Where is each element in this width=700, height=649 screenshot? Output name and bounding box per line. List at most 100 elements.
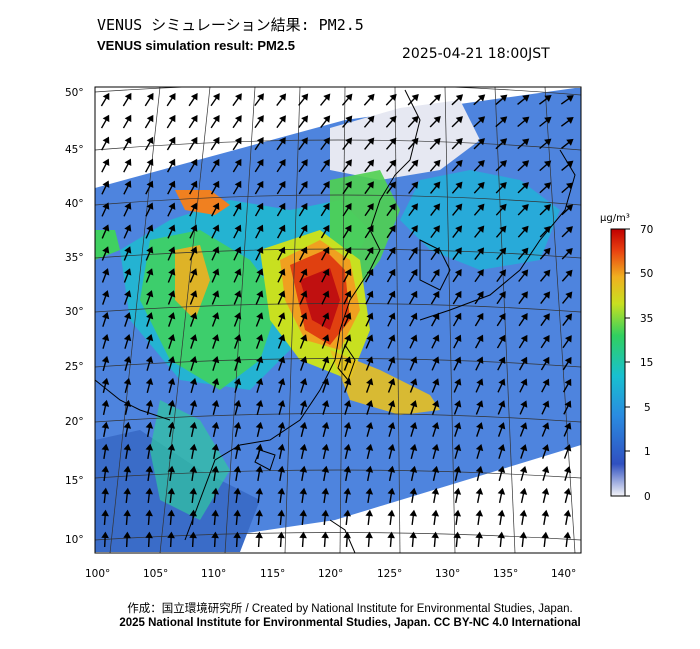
wind-arrowhead <box>321 443 330 451</box>
wind-arrowhead <box>189 399 198 407</box>
wind-arrowhead <box>168 180 176 189</box>
wind-arrowhead <box>255 487 264 495</box>
wind-arrowhead <box>322 356 330 364</box>
wind-arrowhead <box>432 290 440 299</box>
wind-arrowhead <box>409 443 418 451</box>
wind-arrowhead <box>300 334 308 342</box>
wind-arrowhead <box>365 531 373 539</box>
wind-arrowhead <box>278 334 286 342</box>
wind-arrowhead <box>475 465 484 473</box>
wind-arrowhead <box>168 158 176 167</box>
wind-arrowhead <box>234 224 242 232</box>
wind-arrowhead <box>521 269 529 277</box>
wind-arrowhead <box>344 378 352 386</box>
wind-arrowhead <box>497 487 506 495</box>
wind-arrowhead <box>124 246 132 254</box>
wind-arrowhead <box>101 333 110 342</box>
wind-arrowhead <box>409 421 418 430</box>
wind-arrowhead <box>365 400 374 408</box>
wind-arrowhead <box>102 246 110 254</box>
wind-arrowhead <box>411 137 419 146</box>
wind-arrowhead <box>189 531 197 539</box>
wind-arrowhead <box>564 356 572 365</box>
wind-arrowhead <box>190 93 198 101</box>
wind-arrowhead <box>563 466 572 474</box>
wind-arrowhead <box>455 159 463 168</box>
wind-arrowhead <box>146 246 154 254</box>
lon-label: 105° <box>143 568 168 580</box>
wind-arrowhead <box>431 465 440 473</box>
wind-arrowhead <box>564 400 572 408</box>
wind-arrowhead <box>189 465 198 473</box>
wind-arrowhead <box>257 115 264 123</box>
wind-arrowhead <box>277 487 286 495</box>
wind-arrowhead <box>366 290 374 298</box>
wind-arrowhead <box>497 444 506 452</box>
wind-arrowhead <box>145 355 154 364</box>
wind-arrowhead <box>388 356 396 364</box>
wind-arrowhead <box>322 268 330 276</box>
wind-arrowhead <box>124 158 132 167</box>
wind-arrowhead <box>212 115 220 123</box>
wind-arrowhead <box>190 312 198 320</box>
lon-label: 120° <box>318 568 343 580</box>
wind-arrowhead <box>344 246 352 255</box>
wind-arrowhead <box>299 421 308 429</box>
wind-arrowhead <box>388 378 396 386</box>
wind-arrowhead <box>432 247 440 255</box>
wind-arrowhead <box>344 356 352 364</box>
wind-arrowhead <box>233 531 241 539</box>
wind-arrowhead <box>233 421 242 429</box>
wind-arrowhead <box>343 443 352 451</box>
wind-arrowhead <box>476 378 484 386</box>
wind-arrowhead <box>146 180 154 188</box>
wind-arrowhead <box>233 509 241 517</box>
lat-label: 50° <box>65 87 84 99</box>
wind-arrowhead <box>565 313 573 321</box>
wind-arrowhead <box>300 159 308 167</box>
wind-arrowhead <box>234 202 242 211</box>
wind-arrowhead <box>563 531 572 539</box>
wind-arrowhead <box>475 531 483 539</box>
wind-arrowhead <box>168 246 176 254</box>
footer-license: 2025 National Institute for Environmenta… <box>119 617 581 629</box>
wind-arrowhead <box>565 335 572 343</box>
wind-arrowhead <box>542 378 550 387</box>
wind-arrowhead <box>365 421 374 430</box>
wind-arrowhead <box>475 443 484 452</box>
wind-arrowhead <box>101 509 109 517</box>
wind-arrowhead <box>411 159 419 167</box>
wind-arrowhead <box>388 268 396 277</box>
wind-arrowhead <box>102 224 110 232</box>
wind-arrowhead <box>566 160 574 168</box>
wind-arrowhead <box>410 268 418 277</box>
wind-arrowhead <box>145 443 154 451</box>
wind-arrowhead <box>477 203 485 211</box>
wind-arrowhead <box>410 356 418 364</box>
wind-arrowhead <box>497 465 506 474</box>
wind-arrowhead <box>365 509 374 517</box>
wind-arrowhead <box>124 224 132 232</box>
wind-arrowhead <box>522 116 530 124</box>
wind-arrowhead <box>234 115 242 123</box>
wind-arrowhead <box>432 400 440 408</box>
wind-arrowhead <box>277 531 285 539</box>
wind-arrowhead <box>433 137 441 146</box>
wind-arrowhead <box>563 509 572 517</box>
wind-arrowhead <box>234 158 242 167</box>
wind-arrowhead <box>168 224 176 232</box>
wind-arrowhead <box>366 334 374 342</box>
timestamp: 2025-04-21 18:00JST <box>402 46 550 62</box>
wind-arrowhead <box>277 465 286 473</box>
wind-arrowhead <box>234 246 242 254</box>
lat-label: 25° <box>65 361 84 373</box>
wind-arrowhead <box>233 377 242 386</box>
wind-arrowhead <box>343 487 352 495</box>
wind-arrowhead <box>211 509 219 517</box>
wind-arrowhead <box>102 114 110 123</box>
wind-arrowhead <box>277 421 286 429</box>
wind-arrowhead <box>256 334 264 342</box>
wind-arrowhead <box>476 356 484 364</box>
wind-arrowhead <box>344 312 352 320</box>
wind-arrowhead <box>564 422 572 430</box>
